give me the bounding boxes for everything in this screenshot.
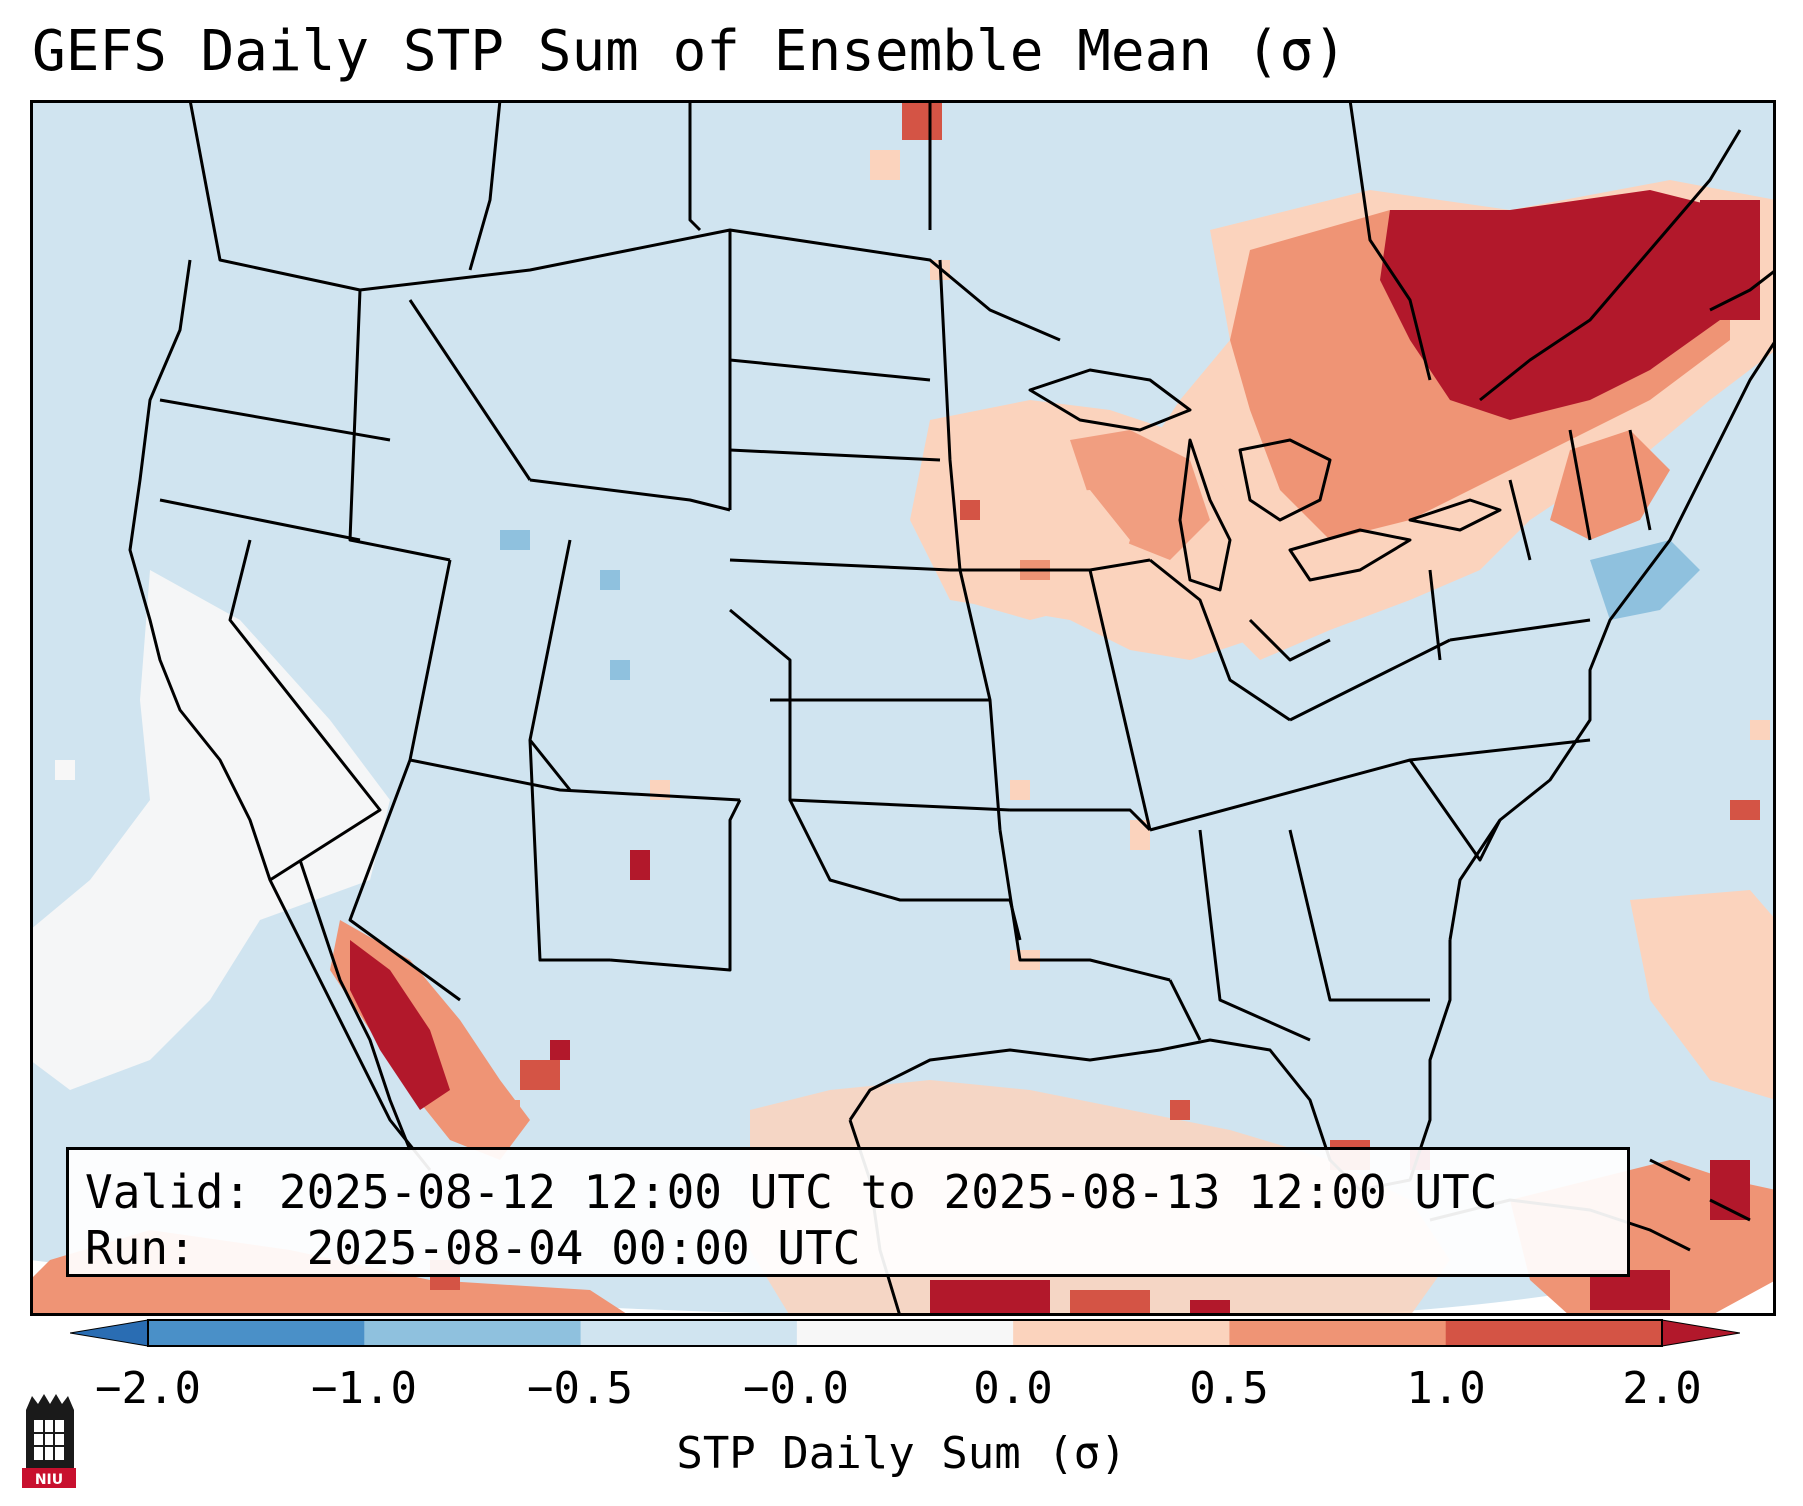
valid-time-box: Valid: 2025-08-12 12:00 UTC to 2025-08-1… <box>66 1147 1630 1277</box>
gulf-coastline <box>848 940 1452 1192</box>
lake-erie <box>1288 528 1412 582</box>
valid-label: Valid: <box>85 1165 252 1219</box>
map-title: GEFS Daily STP Sum of Ensemble Mean (σ) <box>32 19 1347 84</box>
lake-ontario <box>1408 498 1502 532</box>
colorbar-label: STP Daily Sum (σ) <box>676 1428 1127 1479</box>
valid-row: Valid: 2025-08-12 12:00 UTC to 2025-08-1… <box>85 1164 1611 1220</box>
run-label: Run: <box>85 1221 196 1275</box>
colorbar-tick-label: −1.0 <box>311 1363 417 1414</box>
colorbar-segments <box>148 1320 1663 1346</box>
colorbar-tick-label: −2.0 <box>95 1363 201 1414</box>
colorbar-outline <box>147 1319 1663 1347</box>
colorbar-tick-label: 2.0 <box>1622 1363 1702 1414</box>
colorbar-segment <box>364 1320 582 1346</box>
colorbar-tick-label: 0.5 <box>1189 1363 1269 1414</box>
colorbar-segment <box>1013 1320 1230 1346</box>
niu-logo: NIU <box>22 1394 76 1488</box>
valid-value: 2025-08-12 12:00 UTC to 2025-08-13 12:00… <box>278 1165 1498 1219</box>
colorbar-tick-label: −0.0 <box>743 1363 849 1414</box>
colorbar-tick-label: 0.0 <box>973 1363 1053 1414</box>
map-panel <box>30 100 1776 1316</box>
colorbar-segment <box>580 1320 798 1346</box>
map-svg <box>30 100 1776 1316</box>
anomaly-field-baja <box>330 920 570 1160</box>
logo-text: NIU <box>35 1472 63 1488</box>
map-border <box>30 100 1776 1316</box>
lake-huron <box>1238 438 1332 522</box>
colorbar-tick-label: 1.0 <box>1406 1363 1486 1414</box>
anomaly-field-pacific <box>30 570 390 1090</box>
run-value: 2025-08-04 00:00 UTC <box>306 1221 861 1275</box>
lake-superior <box>1028 368 1192 432</box>
colorbar-segment <box>796 1320 1014 1346</box>
canada-us-border <box>188 100 1061 342</box>
anomaly-field-scatter <box>500 100 1770 970</box>
anomaly-field-northeast <box>1140 180 1776 660</box>
anomaly-field-caribbean <box>1510 890 1776 1316</box>
colorbar-tick-label: −0.5 <box>527 1363 633 1414</box>
lake-michigan <box>1178 438 1232 592</box>
colorbar-extend-high <box>1661 1319 1740 1347</box>
colorbar-segment <box>1229 1320 1447 1346</box>
colorbar-segment <box>1445 1320 1663 1346</box>
colorbar-extend-low <box>70 1319 149 1347</box>
anomaly-field-midwest <box>950 490 1130 620</box>
east-coastline <box>1448 339 1776 941</box>
colorbar <box>70 1319 1740 1347</box>
run-row: Run: 2025-08-04 00:00 UTC <box>85 1220 1611 1276</box>
colorbar-segment <box>148 1320 365 1346</box>
west-coastline <box>128 259 432 1171</box>
